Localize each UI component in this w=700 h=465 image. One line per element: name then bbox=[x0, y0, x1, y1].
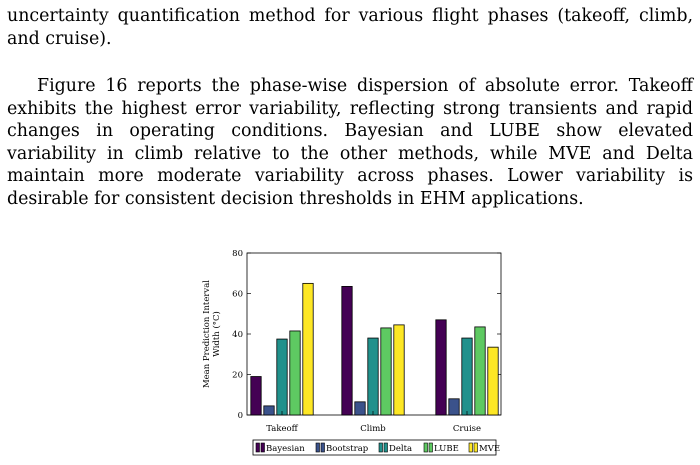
legend-label-bootstrap: Bootstrap bbox=[326, 444, 369, 454]
x-tick-label: Cruise bbox=[453, 424, 481, 434]
bar-bootstrap-climb bbox=[354, 401, 366, 416]
x-tick-label: Takeoff bbox=[266, 424, 298, 434]
legend-label-lube: LUBE bbox=[434, 444, 459, 454]
bar-mve-takeoff bbox=[302, 282, 314, 416]
bar-bootstrap-takeoff bbox=[263, 405, 275, 416]
y-tick-label: 0 bbox=[238, 411, 243, 421]
bar-bayesian-takeoff bbox=[250, 376, 262, 416]
legend-label-delta: Delta bbox=[389, 444, 412, 454]
bar-bayesian-climb bbox=[341, 286, 353, 416]
legend-swatch-mve-b bbox=[473, 442, 478, 453]
bar-mve-cruise bbox=[487, 346, 499, 416]
bar-bootstrap-cruise bbox=[448, 398, 460, 416]
bar-delta-takeoff bbox=[276, 338, 288, 416]
y-tick-label: 20 bbox=[232, 371, 243, 381]
legend-swatch-lube-b bbox=[428, 442, 433, 453]
legend-swatch-lube bbox=[423, 442, 428, 453]
paragraph-figure-16: Figure 16 reports the phase-wise dispers… bbox=[7, 76, 693, 209]
y-axis-label: Mean Prediction Interval bbox=[202, 280, 212, 388]
legend-swatch-delta bbox=[378, 442, 383, 453]
legend-swatch-bootstrap-b bbox=[320, 442, 325, 453]
legend-box bbox=[252, 439, 497, 456]
bar-lube-takeoff bbox=[289, 330, 301, 416]
y-tick-label: 40 bbox=[232, 330, 243, 340]
bar-lube-climb bbox=[380, 327, 392, 416]
legend-label-bayesian: Bayesian bbox=[266, 444, 305, 454]
bar-delta-cruise bbox=[461, 337, 473, 416]
paragraph-intro: uncertainty quantification method for va… bbox=[7, 6, 693, 49]
y-tick-label: 60 bbox=[232, 290, 243, 300]
legend-swatch-bayesian bbox=[255, 442, 260, 453]
y-tick-label: 80 bbox=[232, 249, 243, 259]
legend-swatch-delta-b bbox=[383, 442, 388, 453]
bar-bayesian-cruise bbox=[435, 319, 447, 416]
bar-lube-cruise bbox=[474, 326, 486, 416]
legend-swatch-bootstrap bbox=[315, 442, 320, 453]
x-tick-label: Climb bbox=[360, 424, 386, 434]
legend-swatch-mve bbox=[468, 442, 473, 453]
legend-swatch-bayesian-b bbox=[260, 442, 265, 453]
legend-label-mve: MVE bbox=[479, 444, 500, 454]
bar-mve-climb bbox=[393, 324, 405, 416]
y-axis-label: Width (°C) bbox=[211, 311, 222, 357]
bar-delta-climb bbox=[367, 337, 379, 416]
